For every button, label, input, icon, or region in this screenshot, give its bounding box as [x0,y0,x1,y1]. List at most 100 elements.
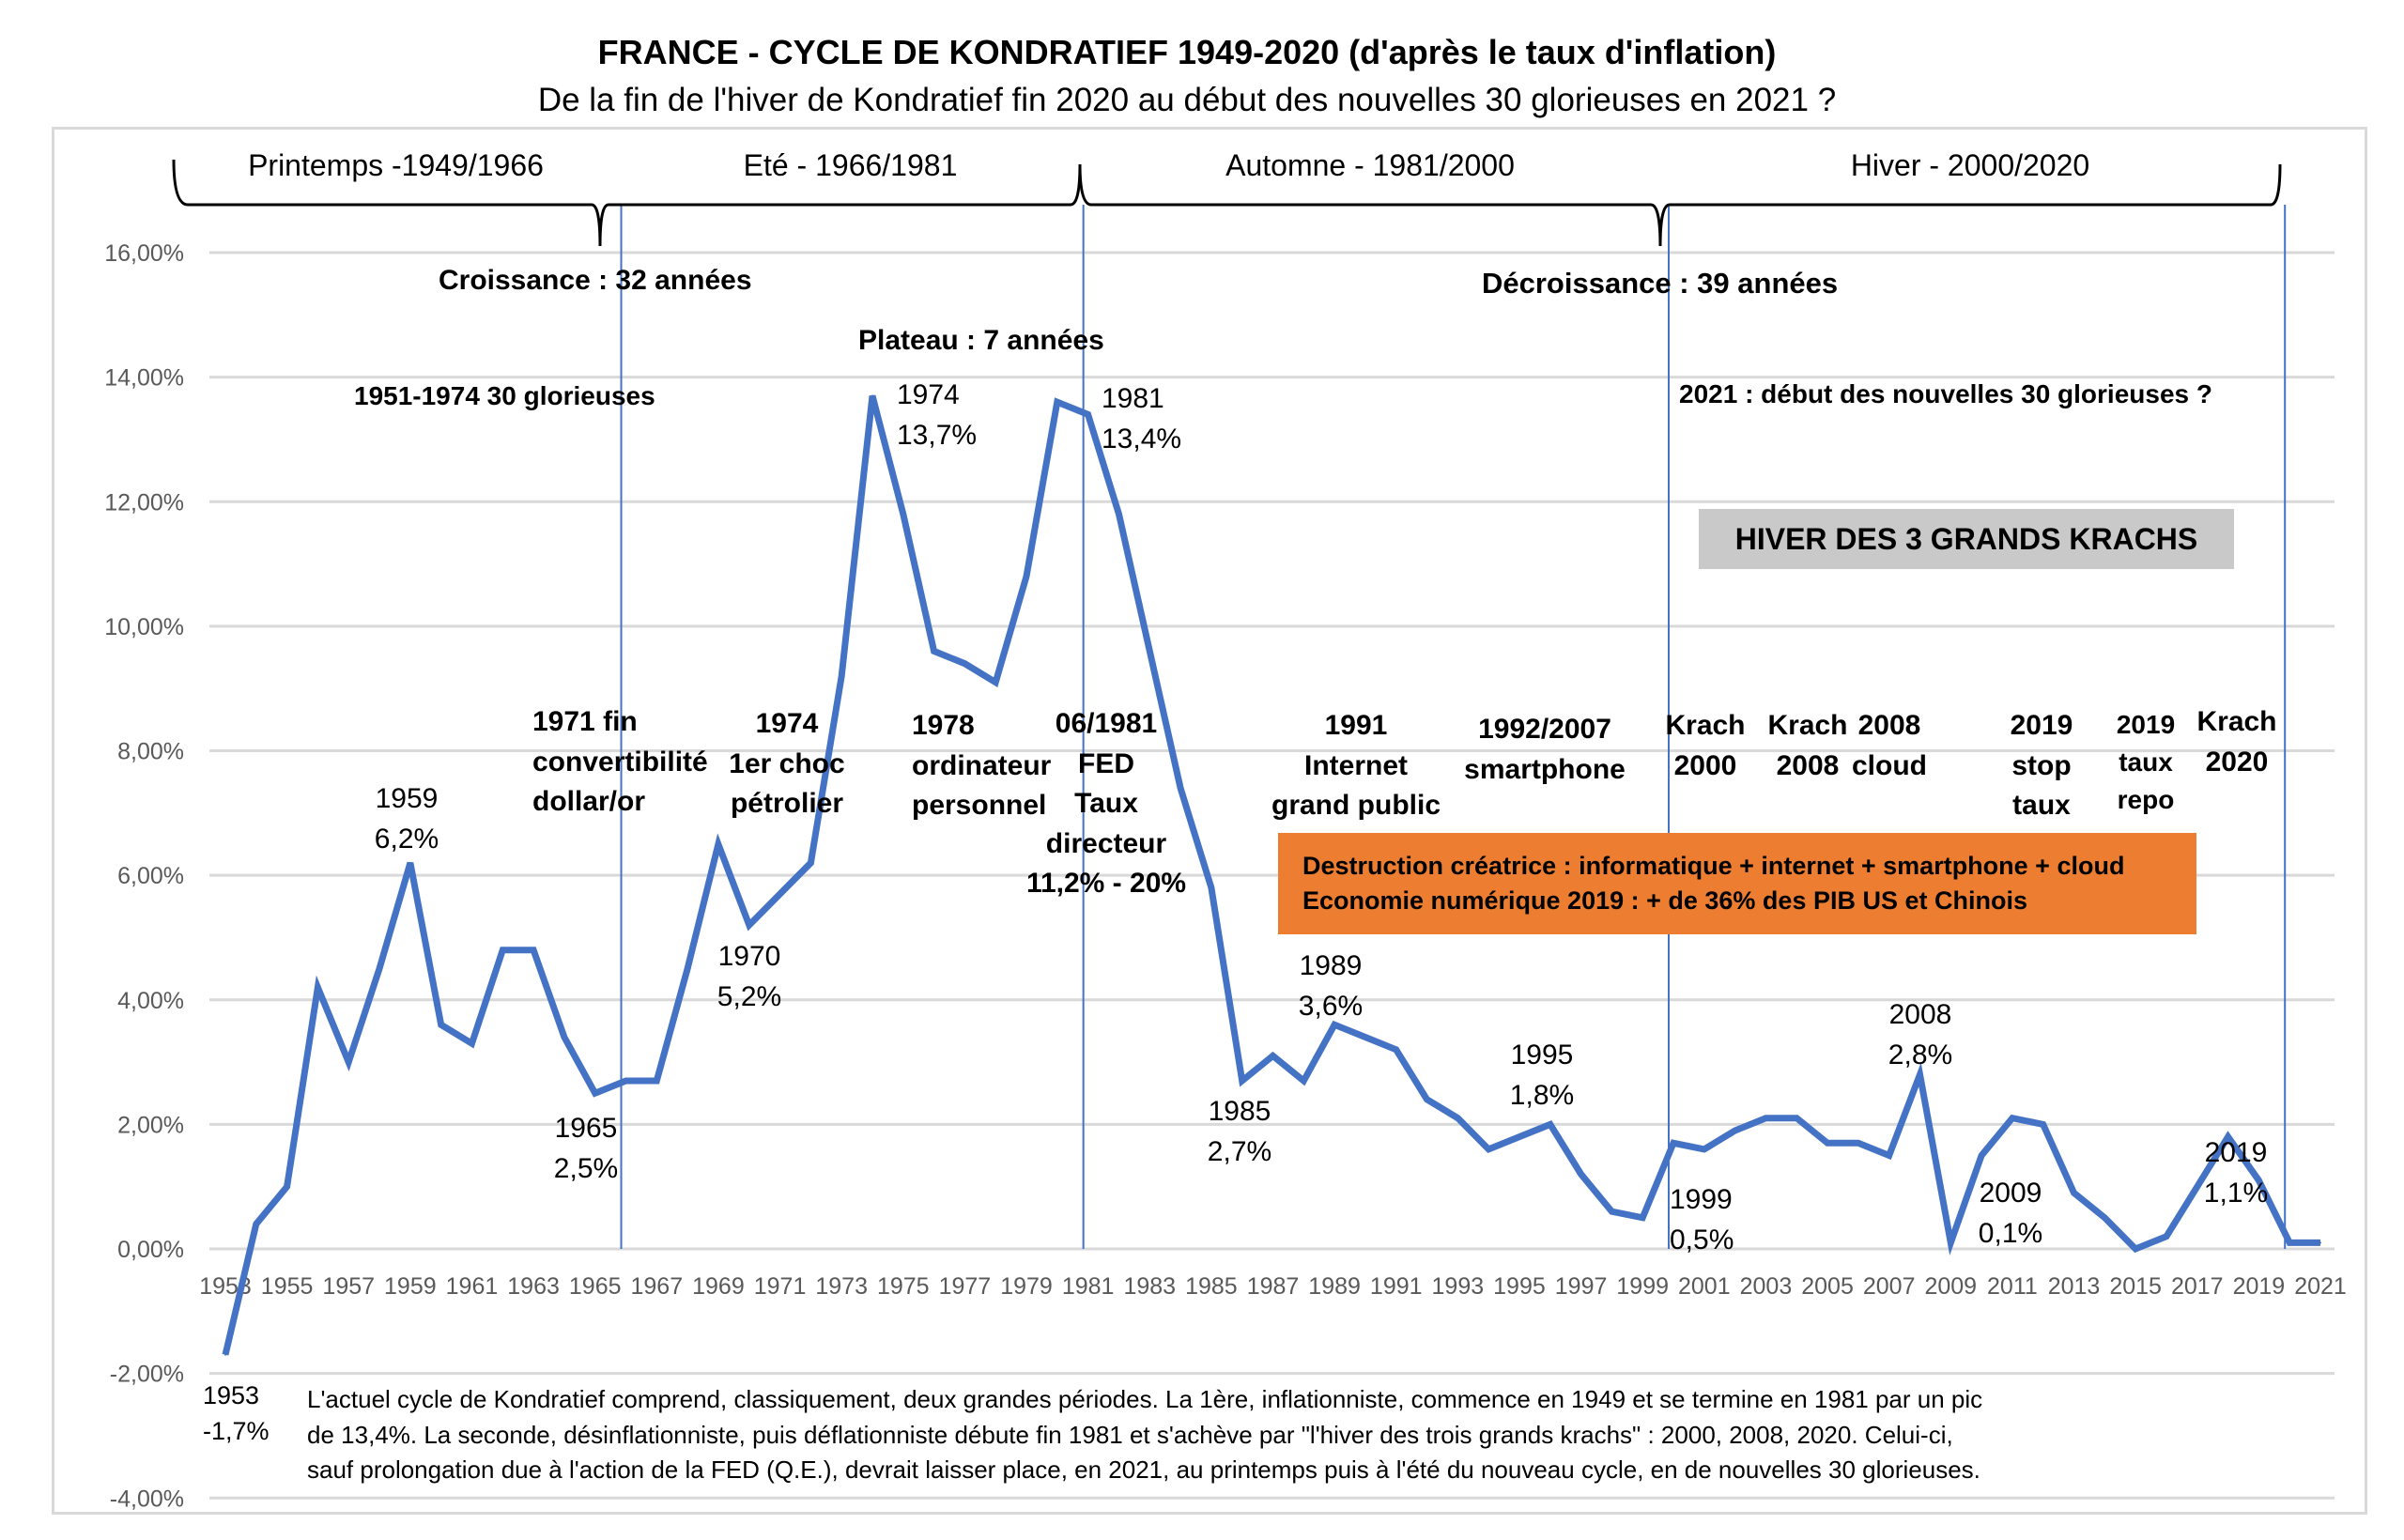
data-point [778,893,781,896]
point-label-1995: 1995 1,8% [1509,1040,1575,1111]
data-point [1980,1154,1983,1157]
y-tick-label: 0,00% [117,1237,184,1263]
event-1992: 1992/2007 smartphone [1464,714,1626,785]
event-taux-repo-2019: 2019 taux repo [2116,710,2176,814]
x-tick-label: 2001 [1678,1273,1731,1300]
data-point [2227,1135,2229,1138]
footer-text: L'actuel cycle de Kondratief comprend, c… [307,1385,1983,1485]
point-label-2019: 2019 1,1% [2203,1137,2269,1209]
x-tick-label: 1985 [1185,1273,1238,1300]
phase-plateau: Plateau : 7 années [858,325,1104,356]
point-label-1981: 1981 13,4% [1102,383,1182,454]
x-tick-label: 1983 [1123,1273,1176,1300]
x-tick-label: 1971 [754,1273,807,1300]
y-tick-label: 14,00% [104,365,184,392]
data-point [2104,1216,2106,1219]
season-winter: Hiver - 2000/2020 [1660,127,2280,205]
data-point [1210,886,1212,889]
data-point [1487,1147,1490,1150]
data-point [2042,1123,2044,1126]
y-tick-label: 2,00% [117,1112,184,1138]
y-tick-label: 12,00% [104,489,184,516]
x-tick-label: 1977 [939,1273,992,1300]
data-point [717,842,719,845]
data-point [470,1042,473,1045]
data-point [2011,1116,2013,1119]
x-tick-label: 2009 [1924,1273,1977,1300]
point-label-1999: 1999 0,5% [1670,1184,1734,1255]
data-point [1148,650,1151,653]
data-point [1056,401,1058,404]
season-autumn: Automne - 1981/2000 [1080,127,1660,205]
x-tick-label: 2015 [2109,1273,2162,1300]
data-point [902,513,904,516]
data-point [2288,1241,2291,1244]
hiver-krachs-text: HIVER DES 3 GRANDS KRACHS [1734,521,2198,556]
x-tick-label: 2013 [2048,1273,2101,1300]
data-point [2319,1241,2321,1244]
x-tick-label: 1965 [569,1273,622,1300]
x-tick-label: 1995 [1493,1273,1546,1300]
data-point [1919,1073,1921,1076]
data-point [1086,413,1089,416]
event-stop-taux-2019: 2019 stop taux [2010,710,2073,822]
data-point [1518,1135,1520,1138]
y-tick-label: 4,00% [117,988,184,1014]
x-tick-label: 1955 [261,1273,314,1300]
x-tick-label: 1967 [631,1273,684,1300]
x-tick-label: 1999 [1616,1273,1669,1300]
y-tick-label: 16,00% [104,240,184,267]
x-tick-label: 1969 [692,1273,745,1300]
data-point [224,1353,226,1356]
point-label-1970: 1970 5,2% [717,941,782,1012]
season-spring: Printemps -1949/1966 [171,127,621,205]
y-tick-label: -4,00% [110,1486,184,1512]
chart-frame [52,127,2367,1515]
data-point [1580,1173,1582,1176]
season-summer: Eté - 1966/1981 [621,127,1080,205]
x-tick-label: 2019 [2233,1273,2286,1300]
brace-decline [1078,163,2282,247]
data-point [1949,1241,1952,1244]
x-tick-label: 2017 [2171,1273,2224,1300]
data-point [1117,513,1120,516]
data-point [1271,1055,1274,1057]
season-label: Hiver - 2000/2020 [1850,148,2090,182]
data-point [532,948,535,951]
x-tick-label: 2005 [1801,1273,1854,1300]
point-label-1985: 1985 2,7% [1207,1096,1272,1167]
brace-growth [172,159,1082,247]
point-label-1974: 1974 13,7% [897,379,978,451]
x-tick-label: 1981 [1062,1273,1115,1300]
data-point [809,861,812,864]
data-point [1888,1154,1890,1157]
data-point [1425,1098,1428,1101]
x-tick-label: 1989 [1308,1273,1361,1300]
data-point [747,924,750,927]
x-tick-label: 2011 [1987,1273,2038,1300]
x-tick-label: 1963 [507,1273,560,1300]
x-tick-label: 1959 [384,1273,437,1300]
destruction-text: Destruction créatrice : informatique + i… [1302,851,2125,915]
data-point [1302,1079,1305,1082]
data-point [254,1223,257,1225]
x-tick-label: 1961 [446,1273,499,1300]
x-tick-label: 2007 [1863,1273,1916,1300]
event-cloud-2008: 2008 cloud [1852,710,1927,781]
event-1991: 1991 Internet grand public [1271,710,1441,822]
event-krach-2000: Krach 2000 [1665,710,1746,781]
data-point [840,674,843,677]
event-krach-2020: Krach 2020 [2196,706,2277,778]
y-tick-label: 6,00% [117,863,184,889]
data-point [316,986,319,989]
data-point [2165,1235,2167,1238]
y-tick-label: 10,00% [104,614,184,640]
x-tick-label: 2021 [2294,1273,2347,1300]
data-point [932,650,935,653]
data-point [1395,1048,1397,1051]
data-point [2196,1185,2198,1188]
data-point [963,662,966,665]
phase-croissance: Croissance : 32 années [439,265,752,296]
data-point [1364,1036,1366,1039]
